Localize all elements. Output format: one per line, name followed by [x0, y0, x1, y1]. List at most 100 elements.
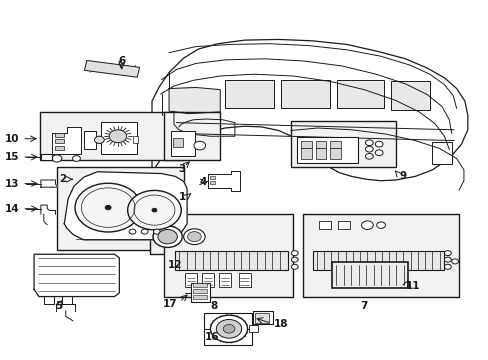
Text: 7: 7	[360, 301, 367, 311]
Polygon shape	[41, 205, 56, 214]
Circle shape	[183, 229, 204, 244]
Bar	[55, 133, 64, 137]
Polygon shape	[64, 172, 187, 240]
Circle shape	[129, 229, 136, 234]
Circle shape	[52, 155, 61, 162]
Polygon shape	[169, 87, 220, 114]
Circle shape	[194, 141, 205, 150]
Bar	[330, 140, 341, 148]
Text: 6: 6	[118, 56, 125, 66]
Bar	[193, 289, 206, 293]
Circle shape	[223, 324, 234, 333]
Polygon shape	[41, 180, 57, 187]
Bar	[253, 311, 272, 324]
Text: 15: 15	[5, 152, 20, 162]
Circle shape	[94, 136, 104, 143]
Bar	[301, 148, 311, 159]
Bar	[191, 283, 209, 302]
Circle shape	[444, 264, 450, 269]
Bar	[40, 112, 183, 160]
Bar	[170, 131, 195, 156]
Bar	[315, 140, 326, 148]
Circle shape	[109, 130, 126, 143]
Bar	[249, 324, 258, 332]
Polygon shape	[34, 254, 119, 297]
Polygon shape	[52, 127, 81, 154]
Circle shape	[451, 259, 458, 264]
Bar	[281, 80, 329, 108]
Bar	[173, 138, 183, 147]
Text: 4: 4	[200, 177, 207, 187]
Bar	[164, 112, 220, 160]
Bar	[297, 137, 357, 163]
Text: 8: 8	[210, 301, 217, 311]
Bar	[203, 314, 252, 345]
Circle shape	[105, 206, 111, 210]
Circle shape	[365, 153, 372, 159]
Bar	[55, 139, 64, 143]
Text: 14: 14	[5, 204, 20, 214]
Bar	[318, 221, 330, 229]
Bar	[193, 283, 206, 287]
Circle shape	[127, 190, 181, 230]
Bar	[303, 214, 458, 297]
Bar	[175, 251, 287, 270]
Bar	[101, 122, 137, 154]
Bar	[41, 154, 52, 160]
Text: 5: 5	[55, 301, 62, 311]
Circle shape	[374, 141, 382, 147]
Bar	[312, 251, 444, 270]
Bar	[431, 142, 451, 164]
Circle shape	[158, 229, 177, 244]
Bar	[315, 148, 326, 159]
Bar	[330, 148, 341, 159]
Circle shape	[141, 229, 148, 234]
Text: 16: 16	[204, 332, 219, 342]
Bar	[193, 296, 206, 299]
Bar	[238, 273, 250, 287]
Bar	[83, 131, 96, 149]
Text: 2: 2	[60, 174, 66, 184]
Circle shape	[152, 208, 157, 212]
Bar	[224, 80, 273, 108]
Bar	[219, 273, 231, 287]
Bar	[390, 81, 429, 110]
Circle shape	[210, 315, 247, 342]
Text: 9: 9	[399, 171, 406, 181]
Circle shape	[291, 251, 298, 256]
Circle shape	[72, 156, 80, 161]
Text: 10: 10	[5, 134, 20, 144]
Bar	[301, 140, 311, 148]
Bar	[337, 80, 383, 108]
Polygon shape	[152, 40, 467, 184]
Bar	[84, 60, 140, 77]
Bar	[57, 167, 183, 250]
Bar	[338, 221, 350, 229]
Bar	[44, 296, 54, 304]
Circle shape	[187, 231, 201, 242]
Bar	[62, 296, 72, 304]
Circle shape	[376, 222, 385, 228]
Bar	[290, 121, 395, 167]
Circle shape	[153, 229, 160, 234]
Circle shape	[444, 257, 450, 262]
Text: 1: 1	[179, 192, 186, 202]
Circle shape	[291, 257, 298, 262]
Circle shape	[365, 146, 372, 152]
Polygon shape	[207, 171, 239, 192]
Circle shape	[444, 251, 450, 256]
Text: 12: 12	[168, 260, 183, 270]
Text: 17: 17	[163, 299, 177, 309]
Text: 3: 3	[178, 163, 185, 174]
Circle shape	[365, 140, 372, 145]
Circle shape	[374, 150, 382, 156]
Circle shape	[361, 221, 372, 229]
Bar	[209, 181, 214, 184]
Bar	[55, 145, 64, 150]
Bar	[255, 313, 268, 323]
Text: 13: 13	[5, 179, 20, 189]
Circle shape	[216, 319, 241, 338]
Bar	[164, 214, 293, 297]
Bar	[202, 273, 214, 287]
Bar	[209, 176, 214, 179]
